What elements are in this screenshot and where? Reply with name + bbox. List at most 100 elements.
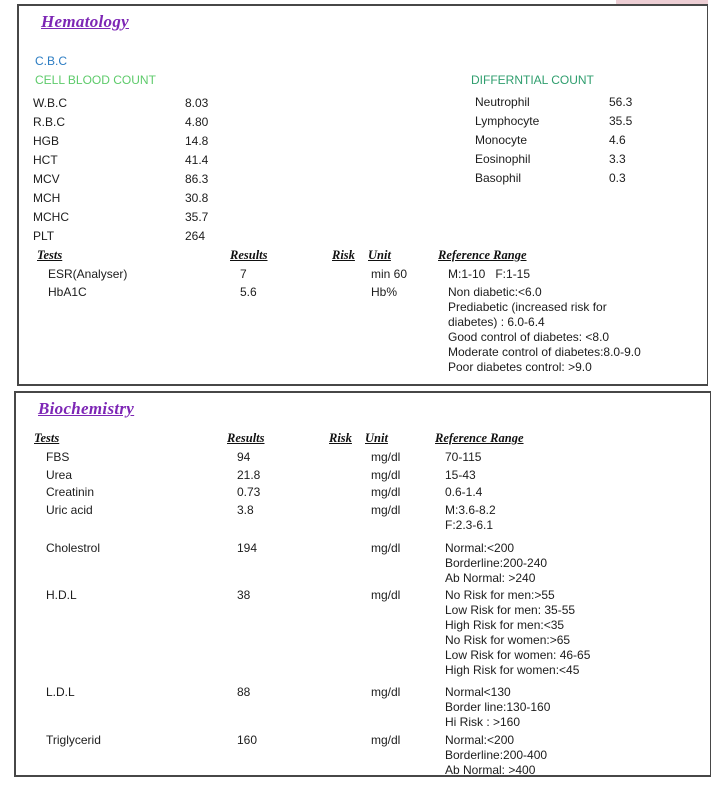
biochemistry-table-header: Tests Results Risk Unit Reference Range <box>16 431 710 447</box>
test-value: 41.4 <box>185 153 209 167</box>
test-name: Eosinophil <box>475 152 531 166</box>
test-value: 4.80 <box>185 115 209 129</box>
reference-range: 70-115 <box>445 450 482 464</box>
test-name: HCT <box>33 153 58 167</box>
test-value: 0.3 <box>609 171 626 185</box>
test-name: Basophil <box>475 171 522 185</box>
unit-value: mg/dl <box>371 450 401 464</box>
biochemistry-title: Biochemistry <box>38 399 135 418</box>
unit-value: mg/dl <box>371 468 401 482</box>
test-name: PLT <box>33 229 55 243</box>
header-unit: Unit <box>365 431 388 445</box>
cbc-row: MCH 30.8 <box>33 189 313 208</box>
result-value: 94 <box>237 450 251 464</box>
header-reference-range: Reference Range <box>435 431 524 445</box>
test-name: Lymphocyte <box>475 114 540 128</box>
hematology-title: Hematology <box>41 12 129 31</box>
test-value: 35.5 <box>609 114 633 128</box>
cbc-row: R.B.C 4.80 <box>33 113 313 132</box>
test-name: Uric acid <box>46 503 93 517</box>
header-tests: Tests <box>37 248 63 262</box>
test-name: Urea <box>46 468 73 482</box>
cbc-row: MCHC 35.7 <box>33 208 313 227</box>
reference-range: 0.6-1.4 <box>445 485 483 499</box>
differential-row: Monocyte 4.6 <box>471 131 701 150</box>
test-value: 30.8 <box>185 191 209 205</box>
test-name: MCV <box>33 172 60 186</box>
differential-count-panel: DIFFERNTIAL COUNT Neutrophil 56.3 Lymphoc… <box>471 73 701 188</box>
reference-range: Normal:<200 Borderline:200-240 Ab Normal… <box>445 541 548 585</box>
reference-range: M:1-10 F:1-15 <box>448 267 531 281</box>
test-name: Cholestrol <box>46 541 101 555</box>
unit-value: mg/dl <box>371 588 401 602</box>
differential-row: Lymphocyte 35.5 <box>471 112 701 131</box>
unit-value: Hb% <box>371 285 398 299</box>
result-value: 3.8 <box>237 503 254 517</box>
test-value: 264 <box>185 229 206 243</box>
cbc-name-label: CELL BLOOD COUNT <box>35 73 156 87</box>
header-risk: Risk <box>332 248 355 262</box>
cbc-results-list: W.B.C 8.03 R.B.C 4.80 HGB 14.8 HCT 41.4 MCV 8… <box>33 94 313 246</box>
test-name: W.B.C <box>33 96 68 110</box>
reference-range: Non diabetic:<6.0 Prediabetic (increased… <box>448 285 641 374</box>
test-value: 86.3 <box>185 172 209 186</box>
test-value: 35.7 <box>185 210 209 224</box>
result-value: 21.8 <box>237 468 261 482</box>
result-value: 0.73 <box>237 485 261 499</box>
test-name: Triglycerid <box>46 733 101 747</box>
test-name: Creatinin <box>46 485 95 499</box>
header-results: Results <box>227 431 265 445</box>
test-name: H.D.L <box>46 588 77 602</box>
header-unit: Unit <box>368 248 391 262</box>
biochemistry-section: Biochemistry Tests Results Risk Unit Ref… <box>14 391 711 777</box>
unit-value: mg/dl <box>371 485 401 499</box>
cbc-row: MCV 86.3 <box>33 170 313 189</box>
differential-row: Basophil 0.3 <box>471 169 701 188</box>
cbc-row: HCT 41.4 <box>33 151 313 170</box>
reference-range: Normal<130 Border line:130-160 Hi Risk :… <box>445 685 551 729</box>
test-name: R.B.C <box>33 115 66 129</box>
test-name: HGB <box>33 134 60 148</box>
test-name: FBS <box>46 450 70 464</box>
test-name: HbA1C <box>48 285 87 299</box>
test-value: 4.6 <box>609 133 626 147</box>
result-value: 7 <box>240 267 247 281</box>
test-value: 56.3 <box>609 95 633 109</box>
reference-range: 15-43 <box>445 468 476 482</box>
result-value: 38 <box>237 588 251 602</box>
differential-row: Eosinophil 3.3 <box>471 150 701 169</box>
scan-artifact-mark <box>616 0 708 4</box>
unit-value: mg/dl <box>371 733 401 747</box>
result-value: 160 <box>237 733 258 747</box>
header-reference-range: Reference Range <box>438 248 527 262</box>
unit-value: mg/dl <box>371 541 401 555</box>
test-name: ESR(Analyser) <box>48 267 128 281</box>
unit-value: mg/dl <box>371 503 401 517</box>
header-results: Results <box>230 248 268 262</box>
test-name: Neutrophil <box>475 95 530 109</box>
header-risk: Risk <box>329 431 352 445</box>
differential-row: Neutrophil 56.3 <box>471 93 701 112</box>
reference-range: Normal:<200 Borderline:200-400 Ab Normal… <box>445 733 548 777</box>
differential-count-label: DIFFERNTIAL COUNT <box>471 73 594 87</box>
header-tests: Tests <box>34 431 60 445</box>
cbc-code-label: C.B.C <box>35 54 68 68</box>
reference-range: No Risk for men:>55 Low Risk for men: 35… <box>445 588 591 677</box>
test-value: 3.3 <box>609 152 626 166</box>
result-value: 194 <box>237 541 258 555</box>
cbc-row: HGB 14.8 <box>33 132 313 151</box>
test-name: L.D.L <box>46 685 75 699</box>
unit-value: min 60 <box>371 267 408 281</box>
result-value: 88 <box>237 685 251 699</box>
unit-value: mg/dl <box>371 685 401 699</box>
test-value: 14.8 <box>185 134 209 148</box>
test-value: 8.03 <box>185 96 209 110</box>
hematology-table-header: Tests Results Risk Unit Reference Range <box>19 248 707 264</box>
cbc-row: PLT 264 <box>33 227 313 246</box>
result-value: 5.6 <box>240 285 257 299</box>
test-name: Monocyte <box>475 133 528 147</box>
test-name: MCHC <box>33 210 69 224</box>
cbc-row: W.B.C 8.03 <box>33 94 313 113</box>
reference-range: M:3.6-8.2 F:2.3-6.1 <box>445 503 496 532</box>
